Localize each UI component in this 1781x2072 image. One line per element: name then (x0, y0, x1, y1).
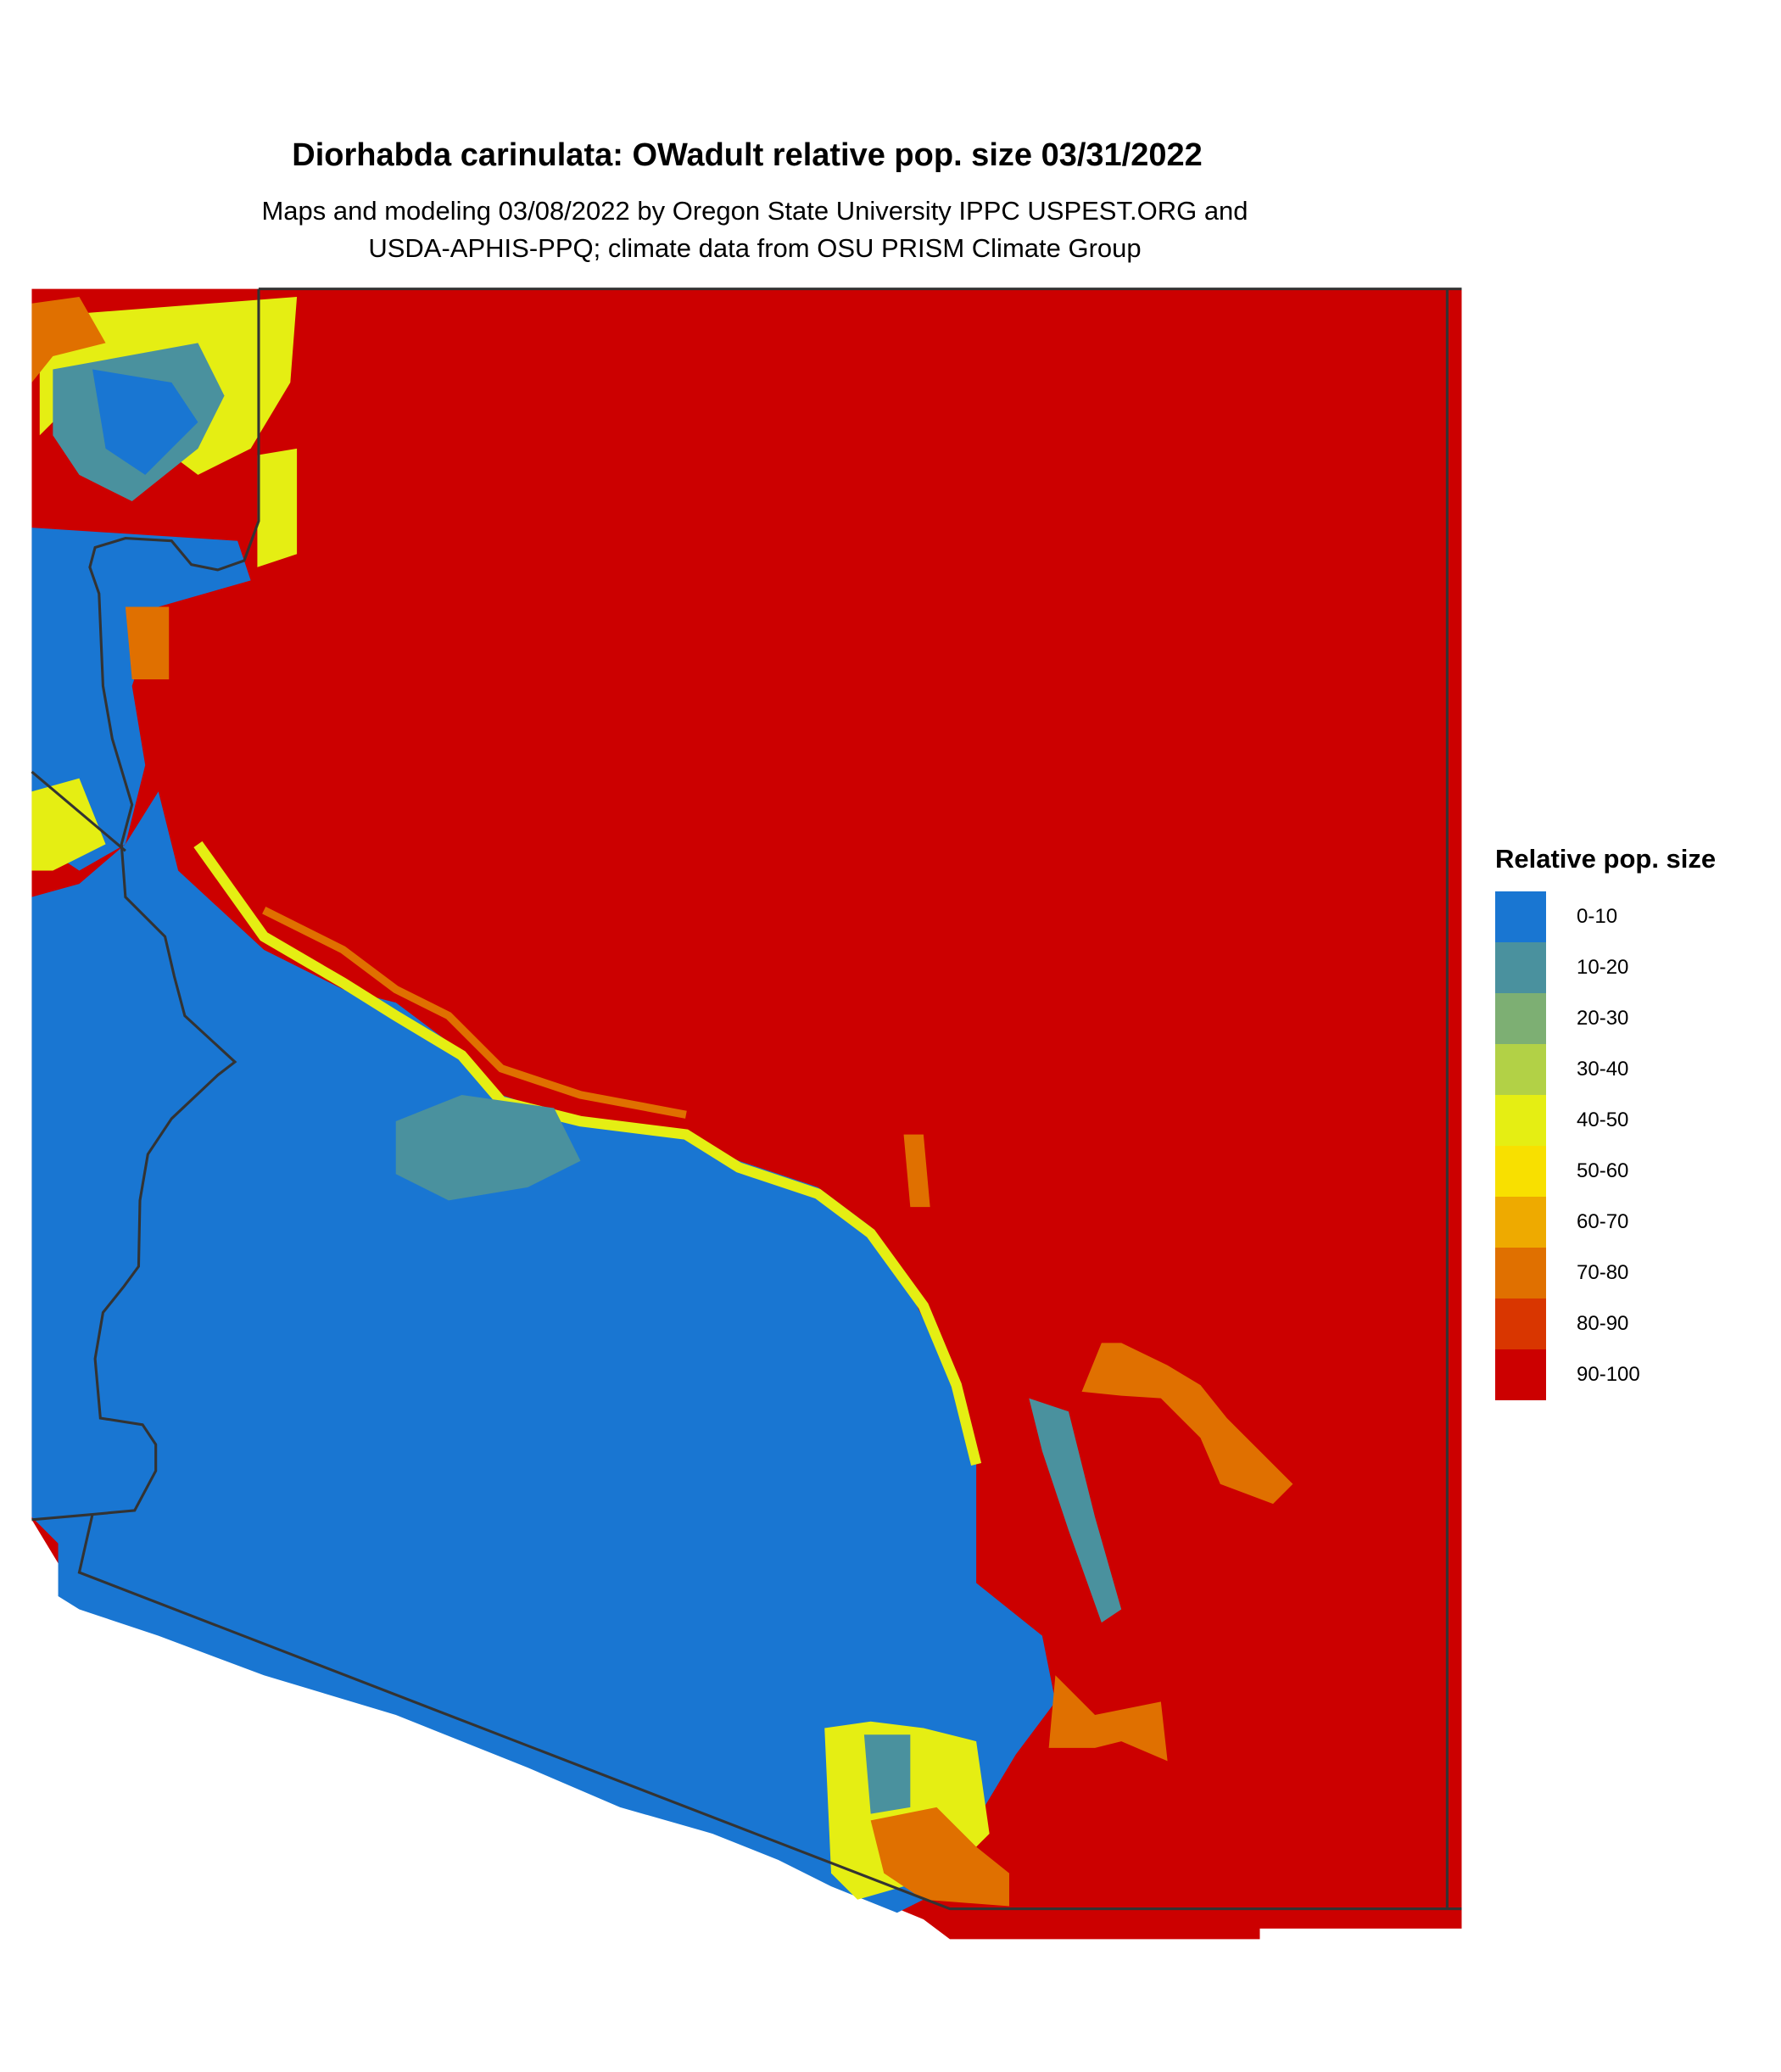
legend-swatch (1495, 1349, 1546, 1400)
legend-item: 30-40 (1495, 1044, 1716, 1095)
legend-swatch (1495, 1298, 1546, 1349)
legend-swatch (1495, 1044, 1546, 1095)
legend: Relative pop. size 0-10 10-20 20-30 30-40 40… (1495, 844, 1716, 1400)
state-boundaries (31, 288, 1462, 1911)
legend-label: 80-90 (1577, 1312, 1629, 1335)
legend-swatch (1495, 1197, 1546, 1248)
legend-label: 90-100 (1577, 1363, 1640, 1386)
legend-swatch (1495, 1095, 1546, 1146)
legend-label: 10-20 (1577, 956, 1629, 979)
region-70-80-ne (903, 1134, 930, 1208)
legend-item: 70-80 (1495, 1248, 1716, 1298)
legend-label: 30-40 (1577, 1058, 1629, 1081)
legend-item: 60-70 (1495, 1197, 1716, 1248)
region-east-teal-strip (1029, 1398, 1122, 1623)
region-fringe-teal (395, 1094, 581, 1201)
legend-item: 40-50 (1495, 1095, 1716, 1146)
legend-swatch (1495, 1146, 1546, 1197)
legend-label: 60-70 (1577, 1210, 1629, 1233)
region-70-80-east (1081, 1343, 1293, 1505)
region-left-yellow-strip (31, 778, 106, 871)
legend-label: 0-10 (1577, 905, 1618, 928)
legend-swatch (1495, 993, 1546, 1044)
map-subtitle-line-2: USDA-APHIS-PPQ; climate data from OSU PR… (368, 233, 1142, 263)
legend-item: 20-30 (1495, 993, 1716, 1044)
region-left-blue-band (31, 528, 251, 871)
legend-item: 80-90 (1495, 1298, 1716, 1349)
legend-label: 50-60 (1577, 1159, 1629, 1182)
legend-swatch (1495, 942, 1546, 993)
legend-item: 50-60 (1495, 1146, 1716, 1197)
region-upper-left-orange (31, 296, 106, 383)
region-fringe-yellow (193, 841, 982, 1466)
legend-label: 20-30 (1577, 1007, 1629, 1030)
region-0-10 (31, 791, 1056, 1913)
legend-item: 90-100 (1495, 1349, 1716, 1400)
region-south-mixed-orange (870, 1807, 1009, 1907)
legend-swatch (1495, 891, 1546, 942)
region-fringe-orange (262, 907, 687, 1119)
region-left-orange-patch (125, 606, 170, 680)
region-upper-left-yellow-2 (257, 448, 298, 567)
region-70-80-south (1048, 1675, 1168, 1762)
legend-item: 0-10 (1495, 891, 1716, 942)
legend-item: 10-20 (1495, 942, 1716, 993)
region-upper-left-blue (92, 369, 198, 475)
map-subtitle-line-1: Maps and modeling 03/08/2022 by Oregon S… (261, 196, 1248, 226)
region-south-mixed-teal (863, 1734, 911, 1814)
legend-label: 70-80 (1577, 1261, 1629, 1284)
legend-title: Relative pop. size (1495, 844, 1717, 874)
legend-label: 40-50 (1577, 1109, 1629, 1131)
map-title: Diorhabda carinulata: OWadult relative p… (292, 137, 1203, 173)
legend-swatch (1495, 1248, 1546, 1298)
